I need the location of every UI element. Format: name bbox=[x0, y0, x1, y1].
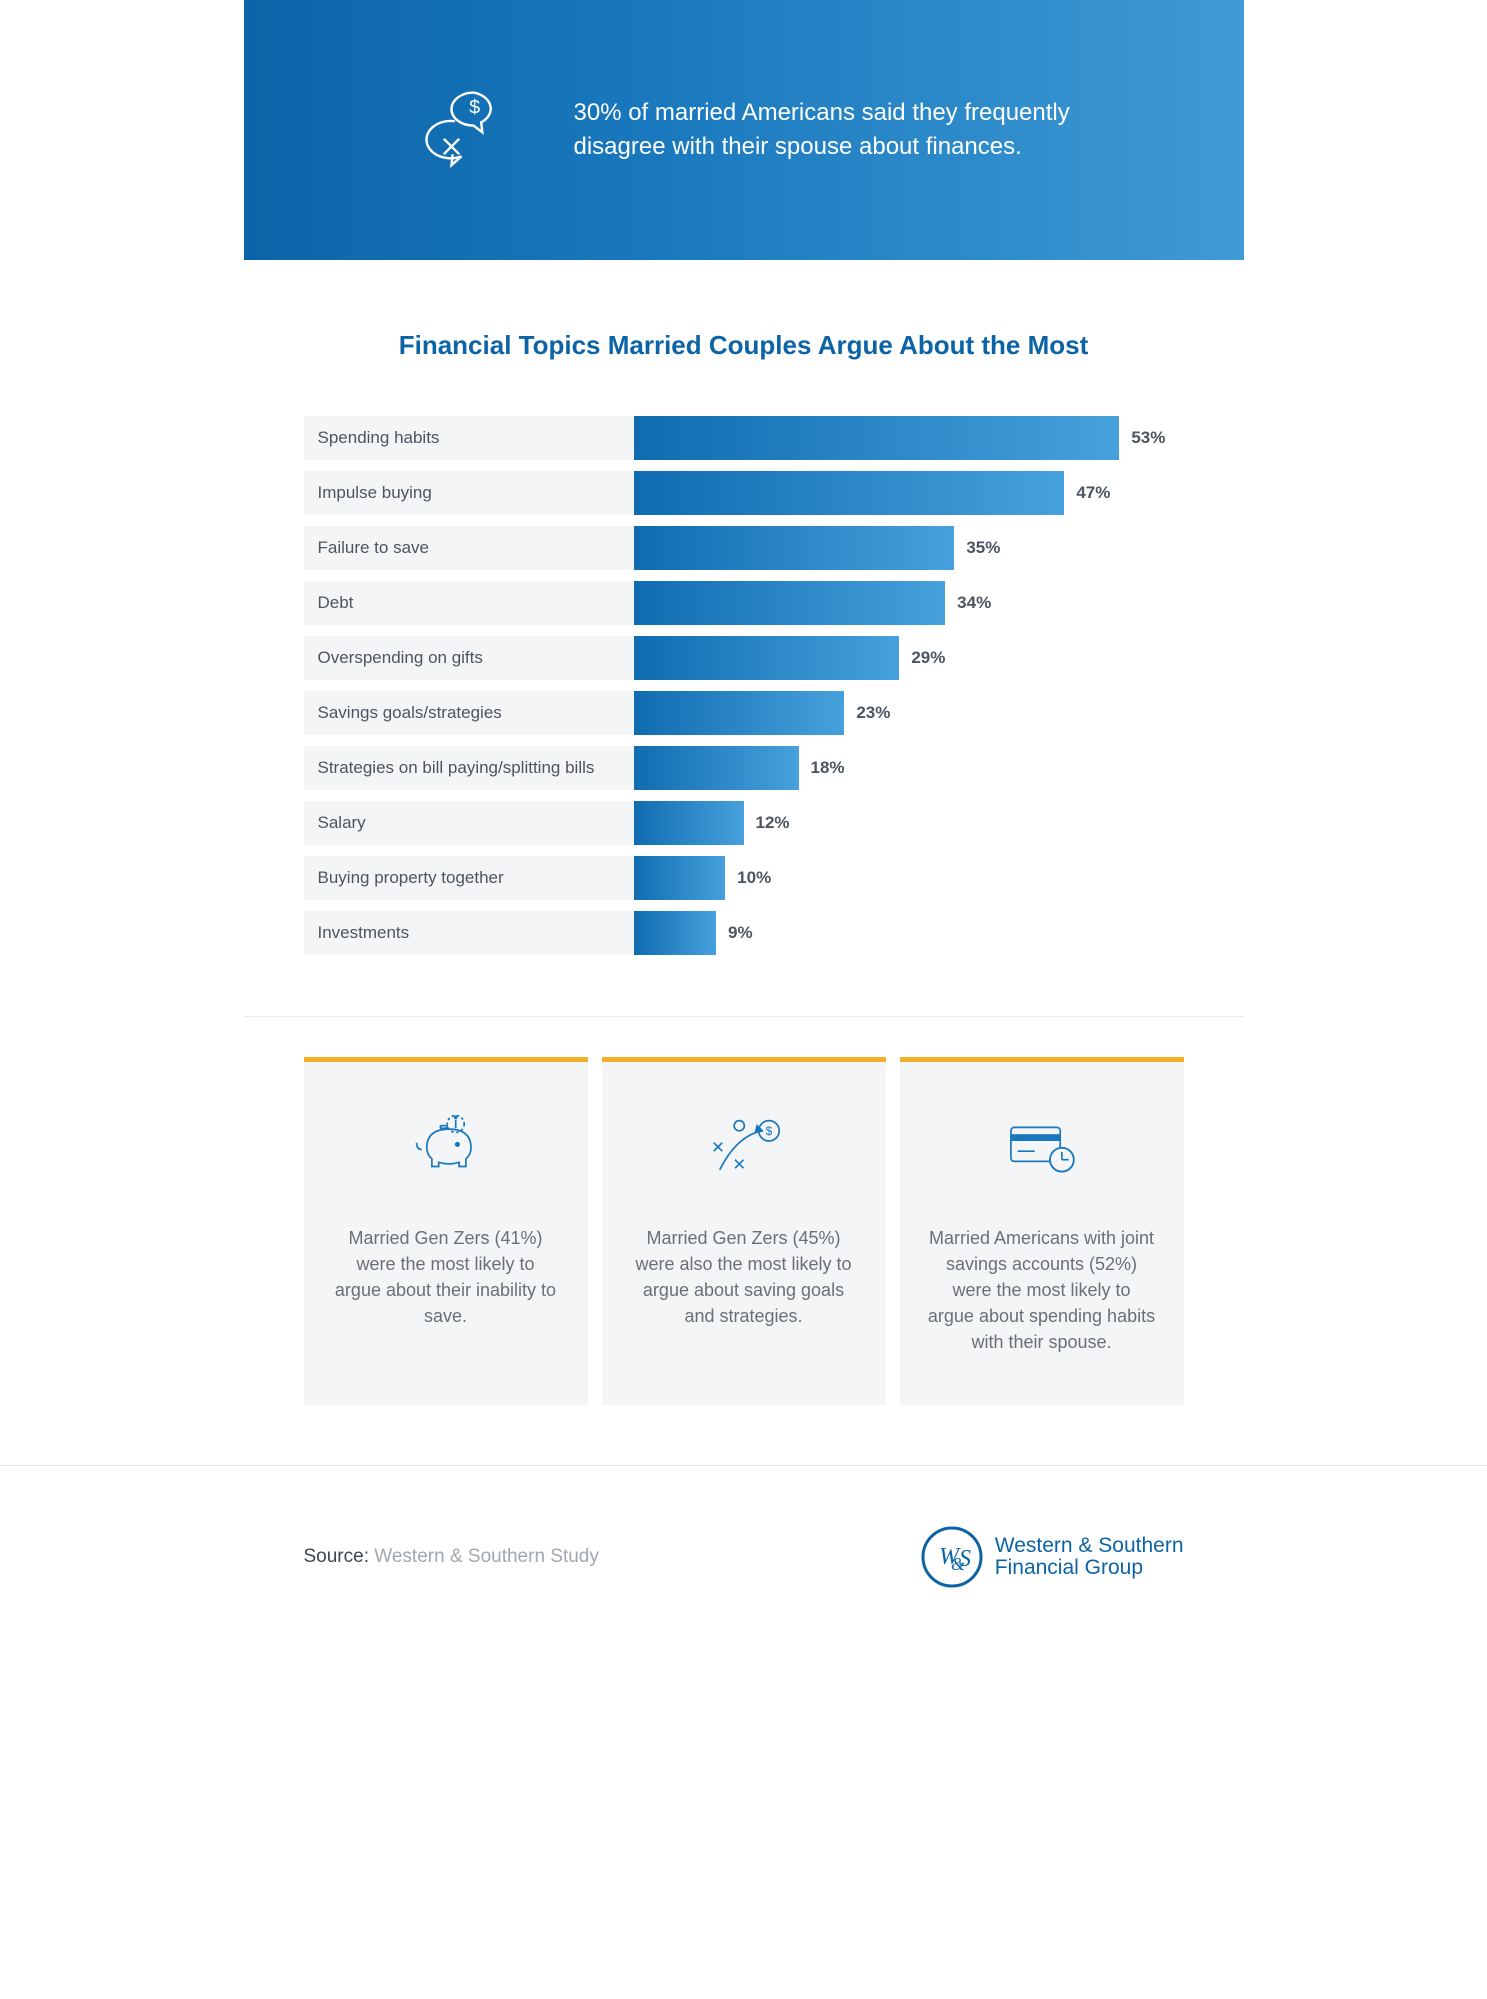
bar-fill bbox=[634, 471, 1065, 515]
callout-card: $ Married Gen Zers (45%) were also the mo… bbox=[602, 1057, 886, 1405]
bar-track: 10% bbox=[634, 856, 1184, 900]
bar-value: 10% bbox=[737, 868, 771, 888]
header-banner: $ 30% of married Americans said they fre… bbox=[244, 0, 1244, 260]
bar-chart: Financial Topics Married Couples Argue A… bbox=[244, 260, 1244, 1017]
bar-label: Buying property together bbox=[304, 856, 634, 900]
callout-card: Married Gen Zers (41%) were the most lik… bbox=[304, 1057, 588, 1405]
bar-row: Buying property together 10% bbox=[304, 856, 1184, 900]
bar-row: Failure to save 35% bbox=[304, 526, 1184, 570]
card-text: Married Americans with joint savings acc… bbox=[928, 1225, 1156, 1355]
bar-row: Strategies on bill paying/splitting bill… bbox=[304, 746, 1184, 790]
bar-row: Impulse buying 47% bbox=[304, 471, 1184, 515]
bar-fill bbox=[634, 526, 955, 570]
bar-label: Savings goals/strategies bbox=[304, 691, 634, 735]
bar-track: 34% bbox=[634, 581, 1184, 625]
ws-logo-text: Western & Southern Financial Group bbox=[995, 1535, 1184, 1579]
bar-track: 23% bbox=[634, 691, 1184, 735]
bar-value: 12% bbox=[756, 813, 790, 833]
bar-value: 29% bbox=[911, 648, 945, 668]
bar-fill bbox=[634, 801, 744, 845]
bar-label: Failure to save bbox=[304, 526, 634, 570]
speech-bubbles-icon: $ bbox=[424, 75, 534, 185]
bar-fill bbox=[634, 691, 845, 735]
bar-fill bbox=[634, 911, 717, 955]
bar-track: 47% bbox=[634, 471, 1184, 515]
svg-text:$: $ bbox=[766, 1124, 773, 1138]
bar-track: 12% bbox=[634, 801, 1184, 845]
ws-logo-icon: W & S bbox=[921, 1526, 983, 1588]
bar-label: Debt bbox=[304, 581, 634, 625]
callout-cards: Married Gen Zers (41%) were the most lik… bbox=[244, 1017, 1244, 1465]
svg-text:S: S bbox=[959, 1546, 971, 1572]
bar-row: Savings goals/strategies 23% bbox=[304, 691, 1184, 735]
card-text: Married Gen Zers (41%) were the most lik… bbox=[332, 1225, 560, 1329]
footer: Source: Western & Southern Study W & S W… bbox=[244, 1466, 1244, 1618]
bar-row: Spending habits 53% bbox=[304, 416, 1184, 460]
bar-row: Salary 12% bbox=[304, 801, 1184, 845]
bar-value: 18% bbox=[811, 758, 845, 778]
bar-row: Investments 9% bbox=[304, 911, 1184, 955]
callout-card: Married Americans with joint savings acc… bbox=[900, 1057, 1184, 1405]
bar-row: Debt 34% bbox=[304, 581, 1184, 625]
bar-track: 9% bbox=[634, 911, 1184, 955]
bar-track: 29% bbox=[634, 636, 1184, 680]
bar-track: 53% bbox=[634, 416, 1184, 460]
bar-fill bbox=[634, 746, 799, 790]
bar-label: Salary bbox=[304, 801, 634, 845]
bar-value: 47% bbox=[1076, 483, 1110, 503]
cardclock-icon bbox=[999, 1107, 1084, 1225]
bar-label: Spending habits bbox=[304, 416, 634, 460]
bar-value: 35% bbox=[966, 538, 1000, 558]
bar-value: 9% bbox=[728, 923, 753, 943]
bar-label: Impulse buying bbox=[304, 471, 634, 515]
source-text: Source: Western & Southern Study bbox=[304, 1546, 599, 1568]
bar-fill bbox=[634, 416, 1120, 460]
bar-value: 34% bbox=[957, 593, 991, 613]
bar-track: 35% bbox=[634, 526, 1184, 570]
bar-value: 53% bbox=[1131, 428, 1165, 448]
svg-text:$: $ bbox=[469, 97, 480, 119]
bar-label: Overspending on gifts bbox=[304, 636, 634, 680]
arrow-icon: $ bbox=[701, 1107, 786, 1225]
bar-fill bbox=[634, 581, 946, 625]
bar-row: Overspending on gifts 29% bbox=[304, 636, 1184, 680]
bar-label: Investments bbox=[304, 911, 634, 955]
ws-logo: W & S Western & Southern Financial Group bbox=[921, 1526, 1184, 1588]
chart-title: Financial Topics Married Couples Argue A… bbox=[304, 330, 1184, 361]
bar-label: Strategies on bill paying/splitting bill… bbox=[304, 746, 634, 790]
bar-value: 23% bbox=[856, 703, 890, 723]
bar-fill bbox=[634, 856, 726, 900]
bar-fill bbox=[634, 636, 900, 680]
piggy-icon bbox=[403, 1107, 488, 1225]
card-text: Married Gen Zers (45%) were also the mos… bbox=[630, 1225, 858, 1329]
bar-track: 18% bbox=[634, 746, 1184, 790]
banner-text: 30% of married Americans said they frequ… bbox=[574, 96, 1134, 163]
